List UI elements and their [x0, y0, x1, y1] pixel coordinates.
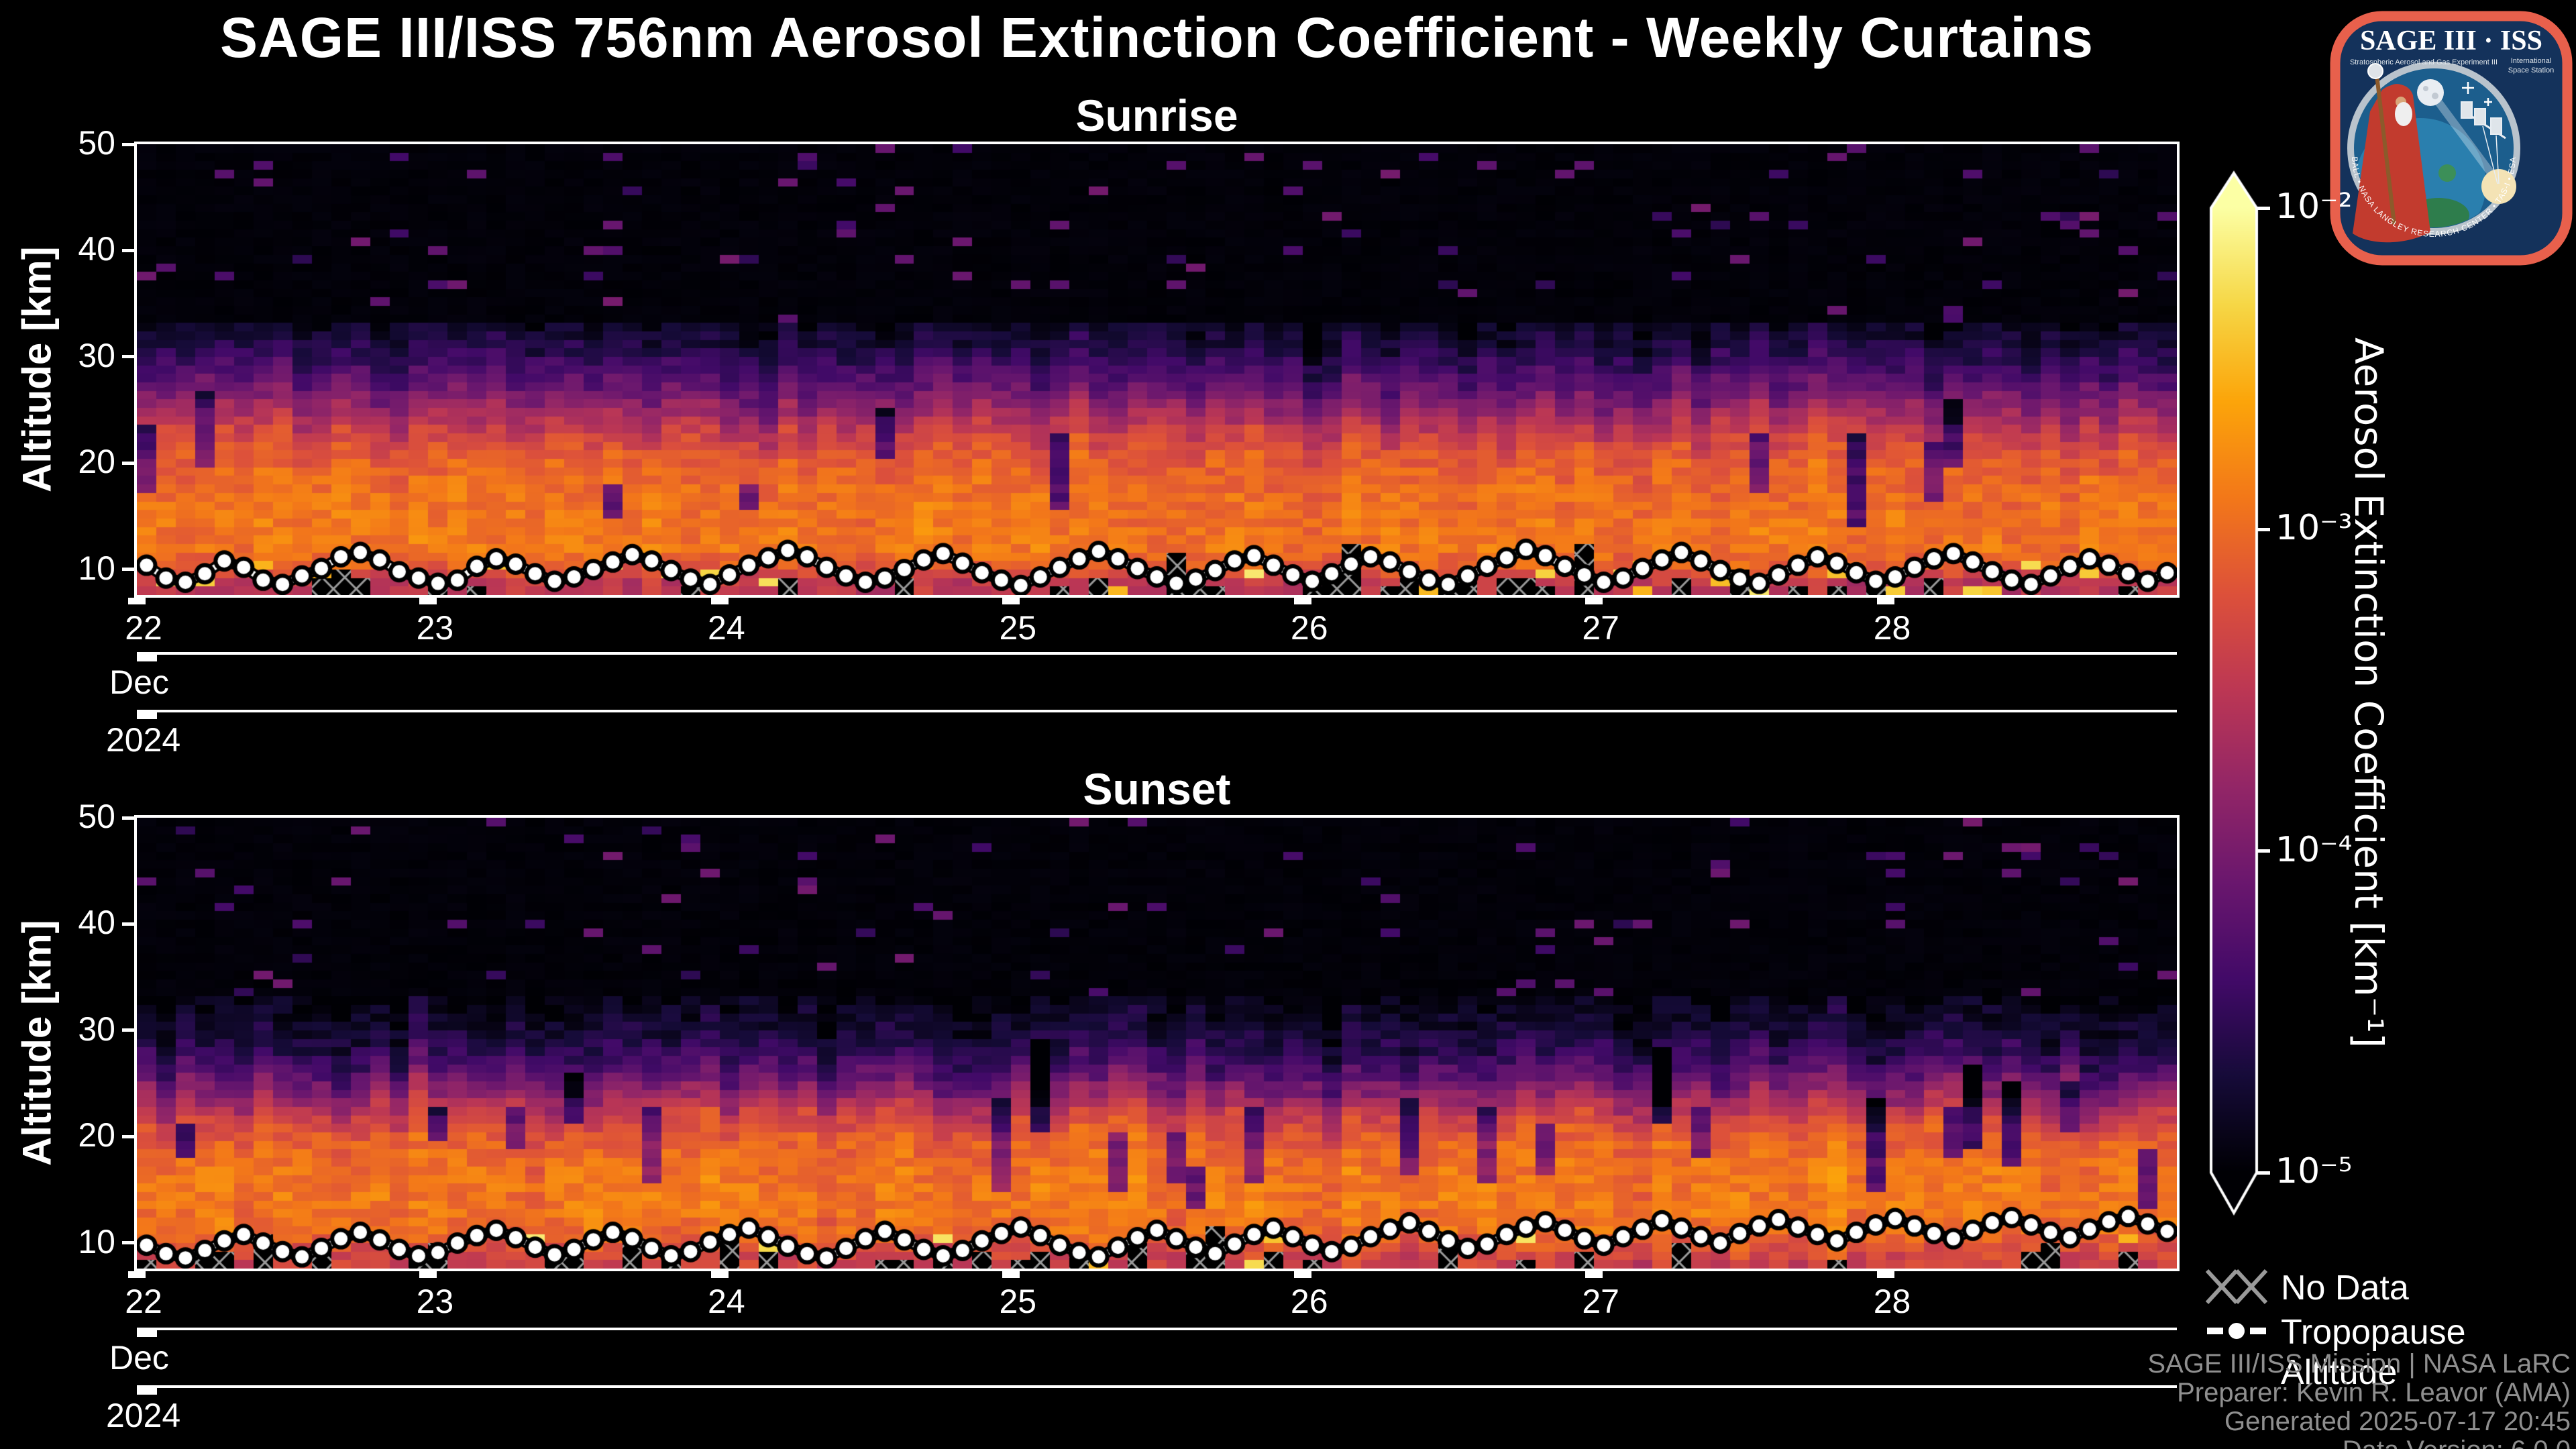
logo-subtitle-right-1: International — [2511, 57, 2552, 65]
attribution-block: SAGE III/ISS Mission | NASA LaRC Prepare… — [1766, 1350, 2571, 1449]
iss-icon — [2461, 101, 2506, 184]
colorbar-axis-label: Aerosol Extinction Coefficient [km⁻¹] — [2346, 337, 2392, 1049]
x-tick-mark — [1293, 598, 1311, 604]
sunset-heatmap-canvas — [137, 818, 2177, 1269]
sunset-panel-title: Sunset — [1083, 764, 1231, 814]
sunset-year-label: 2024 — [106, 1397, 181, 1434]
x-tick-label: 27 — [1582, 609, 1619, 647]
no-data-hatch-icon — [2206, 1269, 2267, 1305]
x-tick-mark — [1876, 598, 1894, 604]
sunset-year-axis-tick — [137, 1388, 157, 1395]
colorbar — [2207, 169, 2261, 1249]
sunrise-heatmap-canvas — [137, 144, 2177, 595]
x-tick-label: 26 — [1290, 1283, 1328, 1320]
x-tick-mark — [1876, 1271, 1894, 1278]
x-tick-label: 24 — [708, 609, 745, 647]
y-tick-mark — [122, 142, 137, 146]
sunset-month-axis-tick — [137, 1330, 157, 1337]
colorbar-tick-label: 10⁻⁴ — [2275, 829, 2353, 870]
no-data-legend-label: No Data — [2281, 1269, 2409, 1307]
y-tick-label: 40 — [78, 230, 115, 268]
colorbar-tick-mark — [2257, 1171, 2270, 1175]
colorbar-tick-mark — [2257, 849, 2270, 853]
tropopause-line-icon — [2207, 1320, 2266, 1342]
x-tick-mark — [1002, 1271, 1020, 1278]
tropopause-legend-label: Tropopause Altitude — [2281, 1313, 2466, 1392]
x-tick-mark — [128, 598, 146, 604]
attribution-line: Data Version: 6.0.0 — [1766, 1436, 2571, 1449]
y-tick-label: 30 — [78, 336, 115, 374]
sunrise-year-label: 2024 — [106, 721, 181, 759]
mission-patch-logo: SAGE III · ISS Stratospheric Aerosol and… — [2330, 11, 2573, 266]
colorbar-tick-mark — [2257, 527, 2270, 531]
x-tick-label: 25 — [999, 1283, 1037, 1320]
x-tick-mark — [1293, 1271, 1311, 1278]
colorbar-tick-label: 10⁻⁵ — [2275, 1151, 2353, 1191]
x-tick-mark — [1585, 598, 1603, 604]
x-tick-mark — [1002, 598, 1020, 604]
colorbar-tick-mark — [2257, 206, 2270, 210]
star-icon — [2462, 82, 2492, 106]
x-tick-label: 27 — [1582, 1283, 1619, 1320]
attribution-line: Preparer: Kevin R. Leavor (AMA) — [2177, 1378, 2571, 1407]
y-tick-mark — [122, 461, 137, 465]
x-tick-mark — [419, 1271, 437, 1278]
sunset-year-axis-line — [137, 1385, 2177, 1388]
colorbar-tick-label: 10⁻² — [2275, 186, 2353, 227]
y-tick-mark — [122, 922, 137, 926]
x-tick-label: 22 — [125, 609, 162, 647]
logo-subtitle-left: Stratospheric Aerosol and Gas Experiment… — [2350, 58, 2498, 66]
page-title: SAGE III/ISS 756nm Aerosol Extinction Co… — [220, 6, 2094, 69]
y-tick-mark — [122, 1241, 137, 1245]
x-tick-label: 28 — [1873, 1283, 1911, 1320]
sunrise-year-axis-line — [137, 710, 2177, 712]
y-tick-label: 10 — [78, 1222, 115, 1260]
logo-subtitle-right-2: Space Station — [2508, 66, 2555, 74]
x-tick-mark — [128, 1271, 146, 1278]
y-tick-mark — [122, 1134, 137, 1138]
y-tick-label: 20 — [78, 443, 115, 481]
sunrise-year-axis-tick — [137, 712, 157, 719]
sunrise-month-axis-tick — [137, 655, 157, 661]
x-tick-label: 26 — [1290, 609, 1328, 647]
y-tick-mark — [122, 568, 137, 572]
colorbar-tick-label: 10⁻³ — [2275, 508, 2353, 549]
sunset-month-label: Dec — [109, 1339, 169, 1377]
sunset-heatmap-plot — [134, 815, 2180, 1271]
sunrise-panel-title: Sunrise — [1075, 91, 1238, 140]
sunrise-month-axis-line — [137, 652, 2177, 655]
y-tick-mark — [122, 248, 137, 252]
x-tick-label: 24 — [708, 1283, 745, 1320]
x-tick-mark — [1585, 1271, 1603, 1278]
x-tick-label: 25 — [999, 609, 1037, 647]
x-tick-mark — [419, 598, 437, 604]
x-tick-mark — [710, 598, 729, 604]
sun-icon — [2481, 169, 2516, 204]
sunrise-heatmap-plot — [134, 142, 2180, 598]
moon-icon — [2417, 79, 2444, 106]
y-tick-mark — [122, 816, 137, 820]
sunrise-month-label: Dec — [109, 663, 169, 701]
attribution-line: SAGE III/ISS Mission | NASA LaRC — [2147, 1349, 2571, 1379]
x-tick-label: 22 — [125, 1283, 162, 1320]
logo-title: SAGE III · ISS — [2360, 25, 2542, 56]
x-tick-label: 23 — [416, 609, 454, 647]
sunset-month-axis-line — [137, 1328, 2177, 1330]
y-tick-label: 20 — [78, 1116, 115, 1155]
y-tick-label: 50 — [78, 798, 115, 835]
y-tick-label: 30 — [78, 1010, 115, 1048]
attribution-line: Generated 2025-07-17 20:45 — [2224, 1407, 2571, 1436]
y-tick-label: 10 — [78, 549, 115, 587]
y-tick-mark — [122, 355, 137, 359]
y-tick-mark — [122, 1028, 137, 1032]
wizard-icon — [2353, 63, 2430, 243]
x-tick-mark — [710, 1271, 729, 1278]
x-tick-label: 28 — [1873, 609, 1911, 647]
y-tick-label: 50 — [78, 124, 115, 162]
x-tick-label: 23 — [416, 1283, 454, 1320]
y-tick-label: 40 — [78, 904, 115, 942]
